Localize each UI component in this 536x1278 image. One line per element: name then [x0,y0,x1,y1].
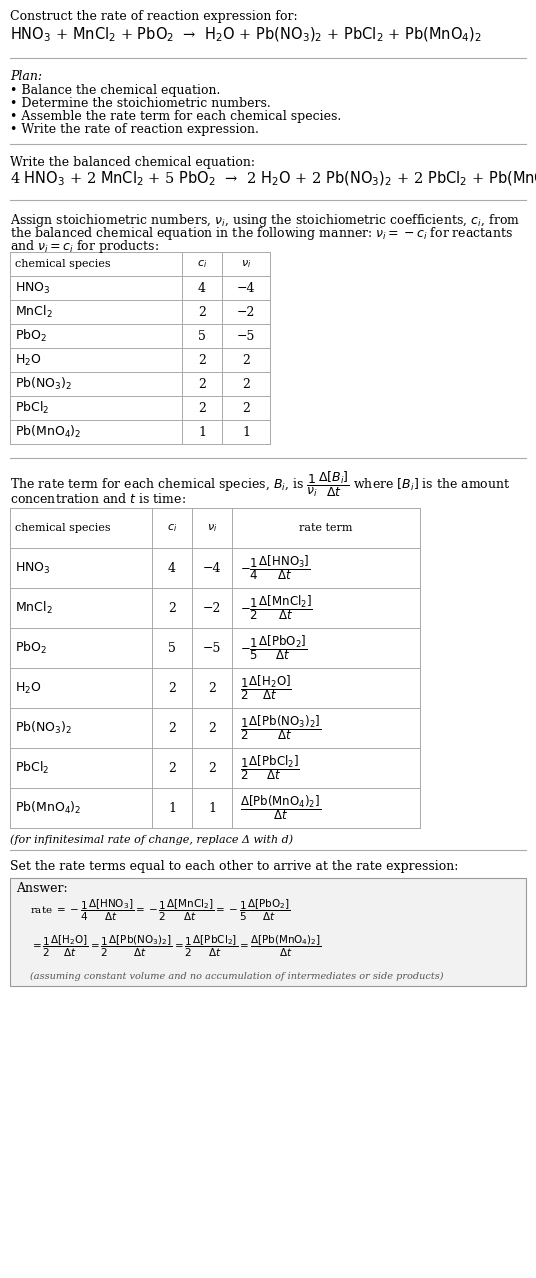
Text: −4: −4 [203,561,221,575]
Text: Plan:: Plan: [10,70,42,83]
Text: 4: 4 [168,561,176,575]
Text: $-\dfrac{1}{5}\dfrac{\Delta[\mathrm{PbO_2}]}{\Delta t}$: $-\dfrac{1}{5}\dfrac{\Delta[\mathrm{PbO_… [240,634,308,662]
Text: −2: −2 [237,305,255,318]
Text: (assuming constant volume and no accumulation of intermediates or side products): (assuming constant volume and no accumul… [30,971,443,982]
Text: $\mathrm{H_2O}$: $\mathrm{H_2O}$ [15,353,42,368]
Text: 2: 2 [168,681,176,694]
Text: 2: 2 [242,377,250,391]
Text: −5: −5 [237,330,255,343]
Text: $\mathrm{H_2O}$: $\mathrm{H_2O}$ [15,680,42,695]
Text: $\mathrm{PbCl_2}$: $\mathrm{PbCl_2}$ [15,400,49,417]
Text: $\mathrm{HNO_3}$ + $\mathrm{MnCl_2}$ + $\mathrm{PbO_2}$  →  $\mathrm{H_2O}$ + $\: $\mathrm{HNO_3}$ + $\mathrm{MnCl_2}$ + $… [10,26,482,45]
Text: • Balance the chemical equation.: • Balance the chemical equation. [10,84,220,97]
Text: 4: 4 [198,281,206,294]
Text: $-\dfrac{1}{2}\dfrac{\Delta[\mathrm{MnCl_2}]}{\Delta t}$: $-\dfrac{1}{2}\dfrac{\Delta[\mathrm{MnCl… [240,593,313,622]
Text: 4 $\mathrm{HNO_3}$ + 2 $\mathrm{MnCl_2}$ + 5 $\mathrm{PbO_2}$  →  2 $\mathrm{H_2: 4 $\mathrm{HNO_3}$ + 2 $\mathrm{MnCl_2}$… [10,170,536,188]
Text: 1: 1 [242,426,250,438]
Text: $\mathrm{PbCl_2}$: $\mathrm{PbCl_2}$ [15,760,49,776]
Text: the balanced chemical equation in the following manner: $\mathit{\nu}_i = -\math: the balanced chemical equation in the fo… [10,225,513,242]
Text: 2: 2 [198,305,206,318]
Text: 5: 5 [168,642,176,654]
Text: 2: 2 [208,722,216,735]
Text: 2: 2 [242,354,250,367]
Text: $\mathit{c}_i$: $\mathit{c}_i$ [197,258,207,270]
Text: $\dfrac{1}{2}\dfrac{\Delta[\mathrm{H_2O}]}{\Delta t}$: $\dfrac{1}{2}\dfrac{\Delta[\mathrm{H_2O}… [240,674,292,703]
Text: 2: 2 [198,377,206,391]
Text: • Assemble the rate term for each chemical species.: • Assemble the rate term for each chemic… [10,110,341,123]
Text: $\mathrm{Pb(MnO_4)_2}$: $\mathrm{Pb(MnO_4)_2}$ [15,800,81,817]
Text: chemical species: chemical species [15,523,110,533]
Text: $\mathit{\nu}_i$: $\mathit{\nu}_i$ [207,523,217,534]
Text: −5: −5 [203,642,221,654]
Text: 1: 1 [168,801,176,814]
Text: $\mathrm{HNO_3}$: $\mathrm{HNO_3}$ [15,561,50,575]
Text: $\dfrac{1}{2}\dfrac{\Delta[\mathrm{Pb(NO_3)_2}]}{\Delta t}$: $\dfrac{1}{2}\dfrac{\Delta[\mathrm{Pb(NO… [240,713,321,743]
Text: 5: 5 [198,330,206,343]
Text: $\mathrm{Pb(NO_3)_2}$: $\mathrm{Pb(NO_3)_2}$ [15,720,72,736]
Text: (for infinitesimal rate of change, replace Δ with d): (for infinitesimal rate of change, repla… [10,835,293,845]
Text: Construct the rate of reaction expression for:: Construct the rate of reaction expressio… [10,10,297,23]
Text: 2: 2 [198,401,206,414]
Text: and $\mathit{\nu}_i = \mathit{c}_i$ for products:: and $\mathit{\nu}_i = \mathit{c}_i$ for … [10,238,159,256]
Text: 2: 2 [168,602,176,615]
Text: 2: 2 [168,762,176,774]
FancyBboxPatch shape [10,878,526,987]
Text: chemical species: chemical species [15,259,110,268]
Text: • Write the rate of reaction expression.: • Write the rate of reaction expression. [10,123,259,135]
Text: $-\dfrac{1}{4}\dfrac{\Delta[\mathrm{HNO_3}]}{\Delta t}$: $-\dfrac{1}{4}\dfrac{\Delta[\mathrm{HNO_… [240,553,310,583]
Text: $\dfrac{1}{2}\dfrac{\Delta[\mathrm{PbCl_2}]}{\Delta t}$: $\dfrac{1}{2}\dfrac{\Delta[\mathrm{PbCl_… [240,754,300,782]
Text: • Determine the stoichiometric numbers.: • Determine the stoichiometric numbers. [10,97,271,110]
Text: $\mathrm{Pb(NO_3)_2}$: $\mathrm{Pb(NO_3)_2}$ [15,376,72,392]
Text: $\mathrm{HNO_3}$: $\mathrm{HNO_3}$ [15,280,50,295]
Text: Answer:: Answer: [16,882,68,895]
Text: $\dfrac{\Delta[\mathrm{Pb(MnO_4)_2}]}{\Delta t}$: $\dfrac{\Delta[\mathrm{Pb(MnO_4)_2}]}{\D… [240,794,321,823]
Text: Write the balanced chemical equation:: Write the balanced chemical equation: [10,156,255,169]
Text: 1: 1 [198,426,206,438]
Text: 1: 1 [208,801,216,814]
Text: −4: −4 [237,281,255,294]
Text: $\mathrm{MnCl_2}$: $\mathrm{MnCl_2}$ [15,599,53,616]
Text: rate $= -\dfrac{1}{4}\dfrac{\Delta[\mathrm{HNO_3}]}{\Delta t} = -\dfrac{1}{2}\df: rate $= -\dfrac{1}{4}\dfrac{\Delta[\math… [30,898,291,923]
Text: $\mathrm{PbO_2}$: $\mathrm{PbO_2}$ [15,328,47,344]
Text: $\mathrm{Pb(MnO_4)_2}$: $\mathrm{Pb(MnO_4)_2}$ [15,424,81,440]
Text: −2: −2 [203,602,221,615]
Text: 2: 2 [168,722,176,735]
Text: The rate term for each chemical species, $B_i$, is $\dfrac{1}{\nu_i}\dfrac{\Delt: The rate term for each chemical species,… [10,470,511,500]
Text: Assign stoichiometric numbers, $\mathit{\nu}_i$, using the stoichiometric coeffi: Assign stoichiometric numbers, $\mathit{… [10,212,520,229]
Text: $\mathit{c}_i$: $\mathit{c}_i$ [167,523,177,534]
Text: $\mathrm{MnCl_2}$: $\mathrm{MnCl_2}$ [15,304,53,320]
Text: 2: 2 [208,681,216,694]
Text: rate term: rate term [299,523,353,533]
Text: $\mathit{\nu}_i$: $\mathit{\nu}_i$ [241,258,251,270]
Text: 2: 2 [242,401,250,414]
Text: $\mathrm{PbO_2}$: $\mathrm{PbO_2}$ [15,640,47,656]
Text: concentration and $t$ is time:: concentration and $t$ is time: [10,492,186,506]
Text: $= \dfrac{1}{2}\dfrac{\Delta[\mathrm{H_2O}]}{\Delta t} = \dfrac{1}{2}\dfrac{\Del: $= \dfrac{1}{2}\dfrac{\Delta[\mathrm{H_2… [30,934,322,960]
Text: Set the rate terms equal to each other to arrive at the rate expression:: Set the rate terms equal to each other t… [10,860,458,873]
Text: 2: 2 [208,762,216,774]
Text: 2: 2 [198,354,206,367]
